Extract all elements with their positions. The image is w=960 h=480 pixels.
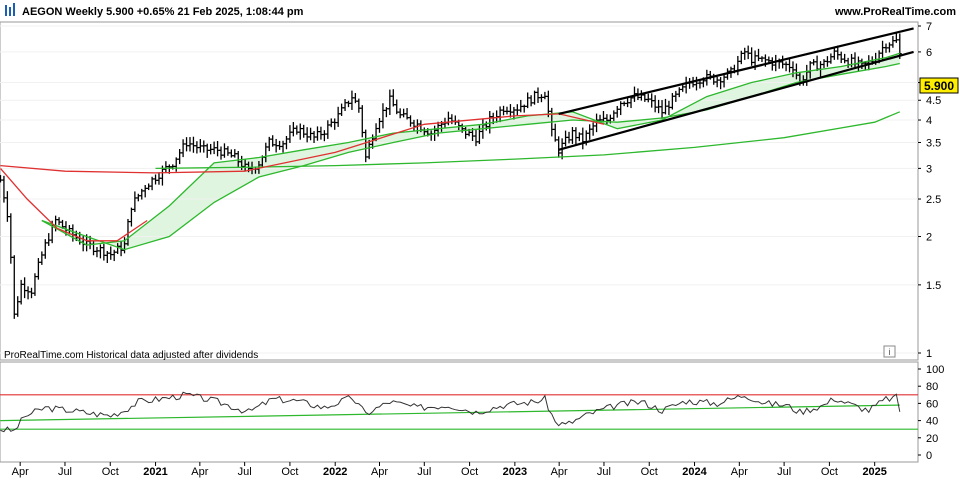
x-tick-label: Jul bbox=[238, 466, 252, 478]
price-bars bbox=[0, 32, 902, 319]
info-icon[interactable]: i bbox=[883, 345, 896, 358]
x-tick-label: Oct bbox=[821, 466, 838, 478]
rsi-y-axis: 0 20 40 60 80 100 bbox=[918, 364, 944, 462]
x-axis: Apr Jul Oct 2021 Apr Jul Oct 2022 Apr Jul Oct 2023 A… bbox=[12, 462, 887, 478]
rsi-y-tick-label: 0 bbox=[926, 450, 932, 462]
x-tick-label: 2024 bbox=[682, 466, 707, 478]
channel-lower-line bbox=[558, 50, 914, 151]
app-logo-icon bbox=[5, 3, 15, 16]
trend-channel bbox=[558, 27, 914, 151]
ma-red-short-line bbox=[0, 167, 148, 242]
x-tick-label: Apr bbox=[191, 466, 208, 478]
x-tick-label: Apr bbox=[12, 466, 29, 478]
rsi-y-tick-label: 20 bbox=[926, 433, 938, 445]
x-tick-label: Jul bbox=[417, 466, 431, 478]
ma-green-short-line bbox=[41, 52, 900, 246]
header-title: AEGON Weekly 5.900 +0.65% 21 Feb 2025, 1… bbox=[22, 6, 304, 18]
ma-fill-polygon bbox=[41, 53, 900, 250]
price-y-tick-label: 4 bbox=[926, 115, 932, 127]
x-tick-label: 2023 bbox=[503, 466, 527, 478]
rsi-y-tick-label: 60 bbox=[926, 398, 938, 410]
rsi-average-line bbox=[0, 404, 900, 422]
rsi-panel-frame bbox=[0, 361, 919, 463]
x-tick-label: Oct bbox=[102, 466, 119, 478]
rsi-panel: 0 20 40 60 80 100 bbox=[0, 361, 944, 463]
price-y-tick-label: 1 bbox=[926, 348, 932, 360]
price-panel: 11.522.533.544.5567 bbox=[0, 21, 941, 361]
x-tick-label: Oct bbox=[641, 466, 658, 478]
x-tick-label: Apr bbox=[371, 466, 388, 478]
rsi-y-tick-label: 80 bbox=[926, 381, 938, 393]
price-y-tick-label: 6 bbox=[926, 47, 932, 59]
x-tick-label: Jul bbox=[777, 466, 791, 478]
channel-upper-line bbox=[558, 27, 914, 115]
price-y-tick-label: 2.5 bbox=[926, 194, 941, 206]
x-tick-label: Jul bbox=[58, 466, 72, 478]
ma-green-long-line bbox=[155, 111, 901, 170]
x-tick-label: Apr bbox=[731, 466, 748, 478]
ma-red-line bbox=[0, 113, 605, 174]
x-tick-label: Apr bbox=[551, 466, 568, 478]
footnote: ProRealTime.com Historical data adjusted… bbox=[4, 350, 258, 361]
ma-fill-area bbox=[41, 53, 900, 250]
last-price-label: 5.900 bbox=[924, 79, 954, 93]
price-y-tick-label: 2 bbox=[926, 232, 932, 244]
info-icon-glyph: i bbox=[889, 347, 891, 357]
x-tick-label: 2021 bbox=[143, 466, 167, 478]
price-y-axis: 11.522.533.544.5567 bbox=[918, 21, 941, 360]
price-y-tick-label: 4.5 bbox=[926, 95, 941, 107]
x-tick-label: Oct bbox=[281, 466, 298, 478]
header-source[interactable]: www.ProRealTime.com bbox=[834, 6, 956, 18]
price-y-tick-label: 3 bbox=[926, 163, 932, 175]
rsi-lines bbox=[0, 391, 918, 433]
x-tick-label: 2025 bbox=[862, 466, 886, 478]
rsi-y-tick-label: 100 bbox=[926, 364, 944, 376]
price-y-tick-label: 3.5 bbox=[926, 137, 941, 149]
x-tick-label: 2022 bbox=[323, 466, 347, 478]
ma-green-mid-line bbox=[41, 62, 900, 251]
x-tick-label: Oct bbox=[461, 466, 478, 478]
last-price-tag-bg bbox=[919, 77, 959, 94]
rsi-line bbox=[0, 391, 901, 433]
last-price-tag: 5.900 bbox=[919, 77, 959, 94]
price-y-tick-label: 7 bbox=[926, 21, 932, 33]
rsi-y-tick-label: 40 bbox=[926, 416, 938, 428]
price-y-tick-label: 1.5 bbox=[926, 280, 941, 292]
moving-averages bbox=[0, 52, 901, 251]
price-grid bbox=[0, 25, 918, 354]
x-tick-label: Jul bbox=[597, 466, 611, 478]
price-panel-frame bbox=[0, 21, 919, 361]
